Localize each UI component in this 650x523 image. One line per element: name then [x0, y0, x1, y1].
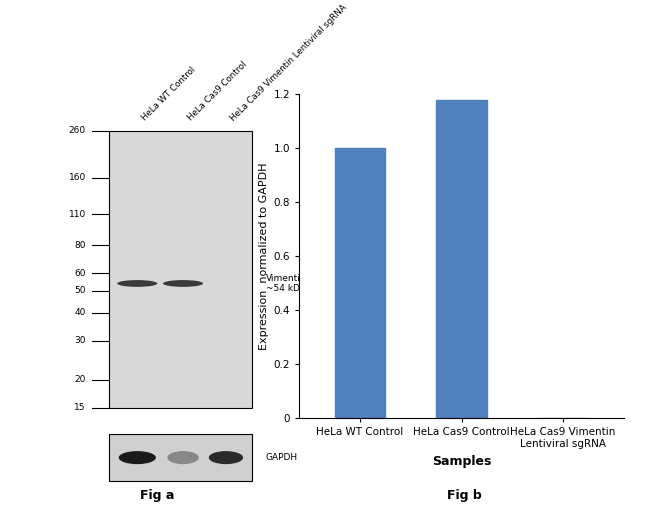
Text: HeLa Cas9 Vimentin Lentiviral sgRNA: HeLa Cas9 Vimentin Lentiviral sgRNA	[229, 3, 349, 123]
Text: 60: 60	[74, 269, 86, 278]
Bar	[109, 434, 252, 481]
Text: 80: 80	[74, 241, 86, 250]
Ellipse shape	[119, 451, 156, 464]
Text: Vimentin
~54 kDa: Vimentin ~54 kDa	[266, 274, 307, 293]
Text: HeLa Cas9 Control: HeLa Cas9 Control	[186, 60, 248, 123]
Text: 20: 20	[74, 376, 86, 384]
Text: Fig a: Fig a	[140, 489, 174, 502]
Ellipse shape	[167, 451, 199, 464]
Text: HeLa WT Control: HeLa WT Control	[140, 65, 198, 123]
Text: 50: 50	[74, 287, 86, 295]
Bar	[109, 131, 252, 408]
Bar	[335, 148, 385, 418]
Text: 110: 110	[68, 210, 86, 219]
Text: 160: 160	[68, 174, 86, 183]
X-axis label: Samples: Samples	[432, 454, 491, 468]
Ellipse shape	[209, 451, 243, 464]
Ellipse shape	[163, 280, 203, 287]
Text: 260: 260	[69, 126, 86, 135]
Text: GAPDH: GAPDH	[266, 453, 298, 462]
Text: 40: 40	[74, 308, 86, 317]
Y-axis label: Expression  normalized to GAPDH: Expression normalized to GAPDH	[259, 163, 269, 350]
Bar	[436, 99, 487, 418]
Text: 30: 30	[74, 336, 86, 345]
Text: Fig b: Fig b	[447, 489, 482, 502]
Text: 15: 15	[74, 403, 86, 413]
Ellipse shape	[117, 280, 157, 287]
